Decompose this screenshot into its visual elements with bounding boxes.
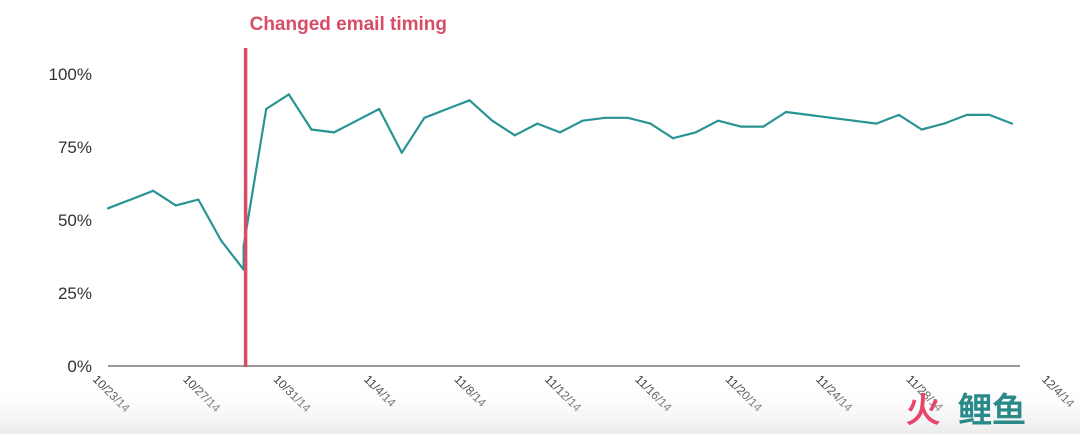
data-point <box>536 122 539 125</box>
data-point <box>491 119 494 122</box>
series-layer <box>106 93 1014 271</box>
y-tick-label: 0% <box>67 357 92 376</box>
data-point <box>174 204 177 207</box>
data-point <box>784 110 788 114</box>
data-point <box>197 198 200 201</box>
data-point <box>943 122 946 125</box>
data-point <box>332 131 336 134</box>
data-point <box>988 113 991 116</box>
data-point <box>378 107 381 111</box>
data-point <box>852 119 855 122</box>
data-point <box>558 131 562 134</box>
data-point <box>152 189 155 192</box>
data-point <box>694 131 697 134</box>
data-point <box>513 134 516 137</box>
data-point <box>830 116 833 119</box>
data-point <box>287 93 290 96</box>
data-point <box>581 119 584 122</box>
annotation-label: Changed email timing <box>250 14 447 35</box>
data-point <box>875 122 878 125</box>
watermark-logo-icon: 火 <box>906 391 940 431</box>
data-point <box>219 239 223 242</box>
data-point <box>965 113 968 116</box>
data-point <box>445 107 449 111</box>
data-point <box>739 125 742 128</box>
y-tick-label: 50% <box>58 211 92 230</box>
data-point <box>265 107 268 111</box>
data-point <box>129 198 132 201</box>
data-point <box>626 116 629 119</box>
data-point <box>897 113 901 116</box>
data-point <box>807 113 810 116</box>
data-point <box>355 119 358 122</box>
data-point <box>717 119 720 122</box>
data-point <box>1010 122 1014 125</box>
data-point <box>468 99 471 102</box>
data-point <box>400 151 403 154</box>
data-point <box>671 137 675 140</box>
watermark: 火 鲤鱼 <box>906 391 1026 431</box>
data-point <box>106 207 110 210</box>
series-line <box>107 93 1013 271</box>
data-point <box>423 116 426 119</box>
watermark-text: 鲤鱼 <box>958 391 1026 431</box>
annotation-layer: Changed email timing <box>243 14 447 367</box>
y-tick-label: 100% <box>49 65 92 84</box>
data-point <box>310 128 313 131</box>
y-tick-label: 25% <box>58 284 92 303</box>
footer-gradient <box>0 380 1080 434</box>
y-tick-label: 75% <box>58 138 92 157</box>
data-point <box>649 122 652 125</box>
data-point <box>604 116 607 119</box>
data-point <box>920 128 923 131</box>
data-point <box>762 125 765 128</box>
y-axis: 0% 25% 50% 75% 100% <box>49 65 92 376</box>
